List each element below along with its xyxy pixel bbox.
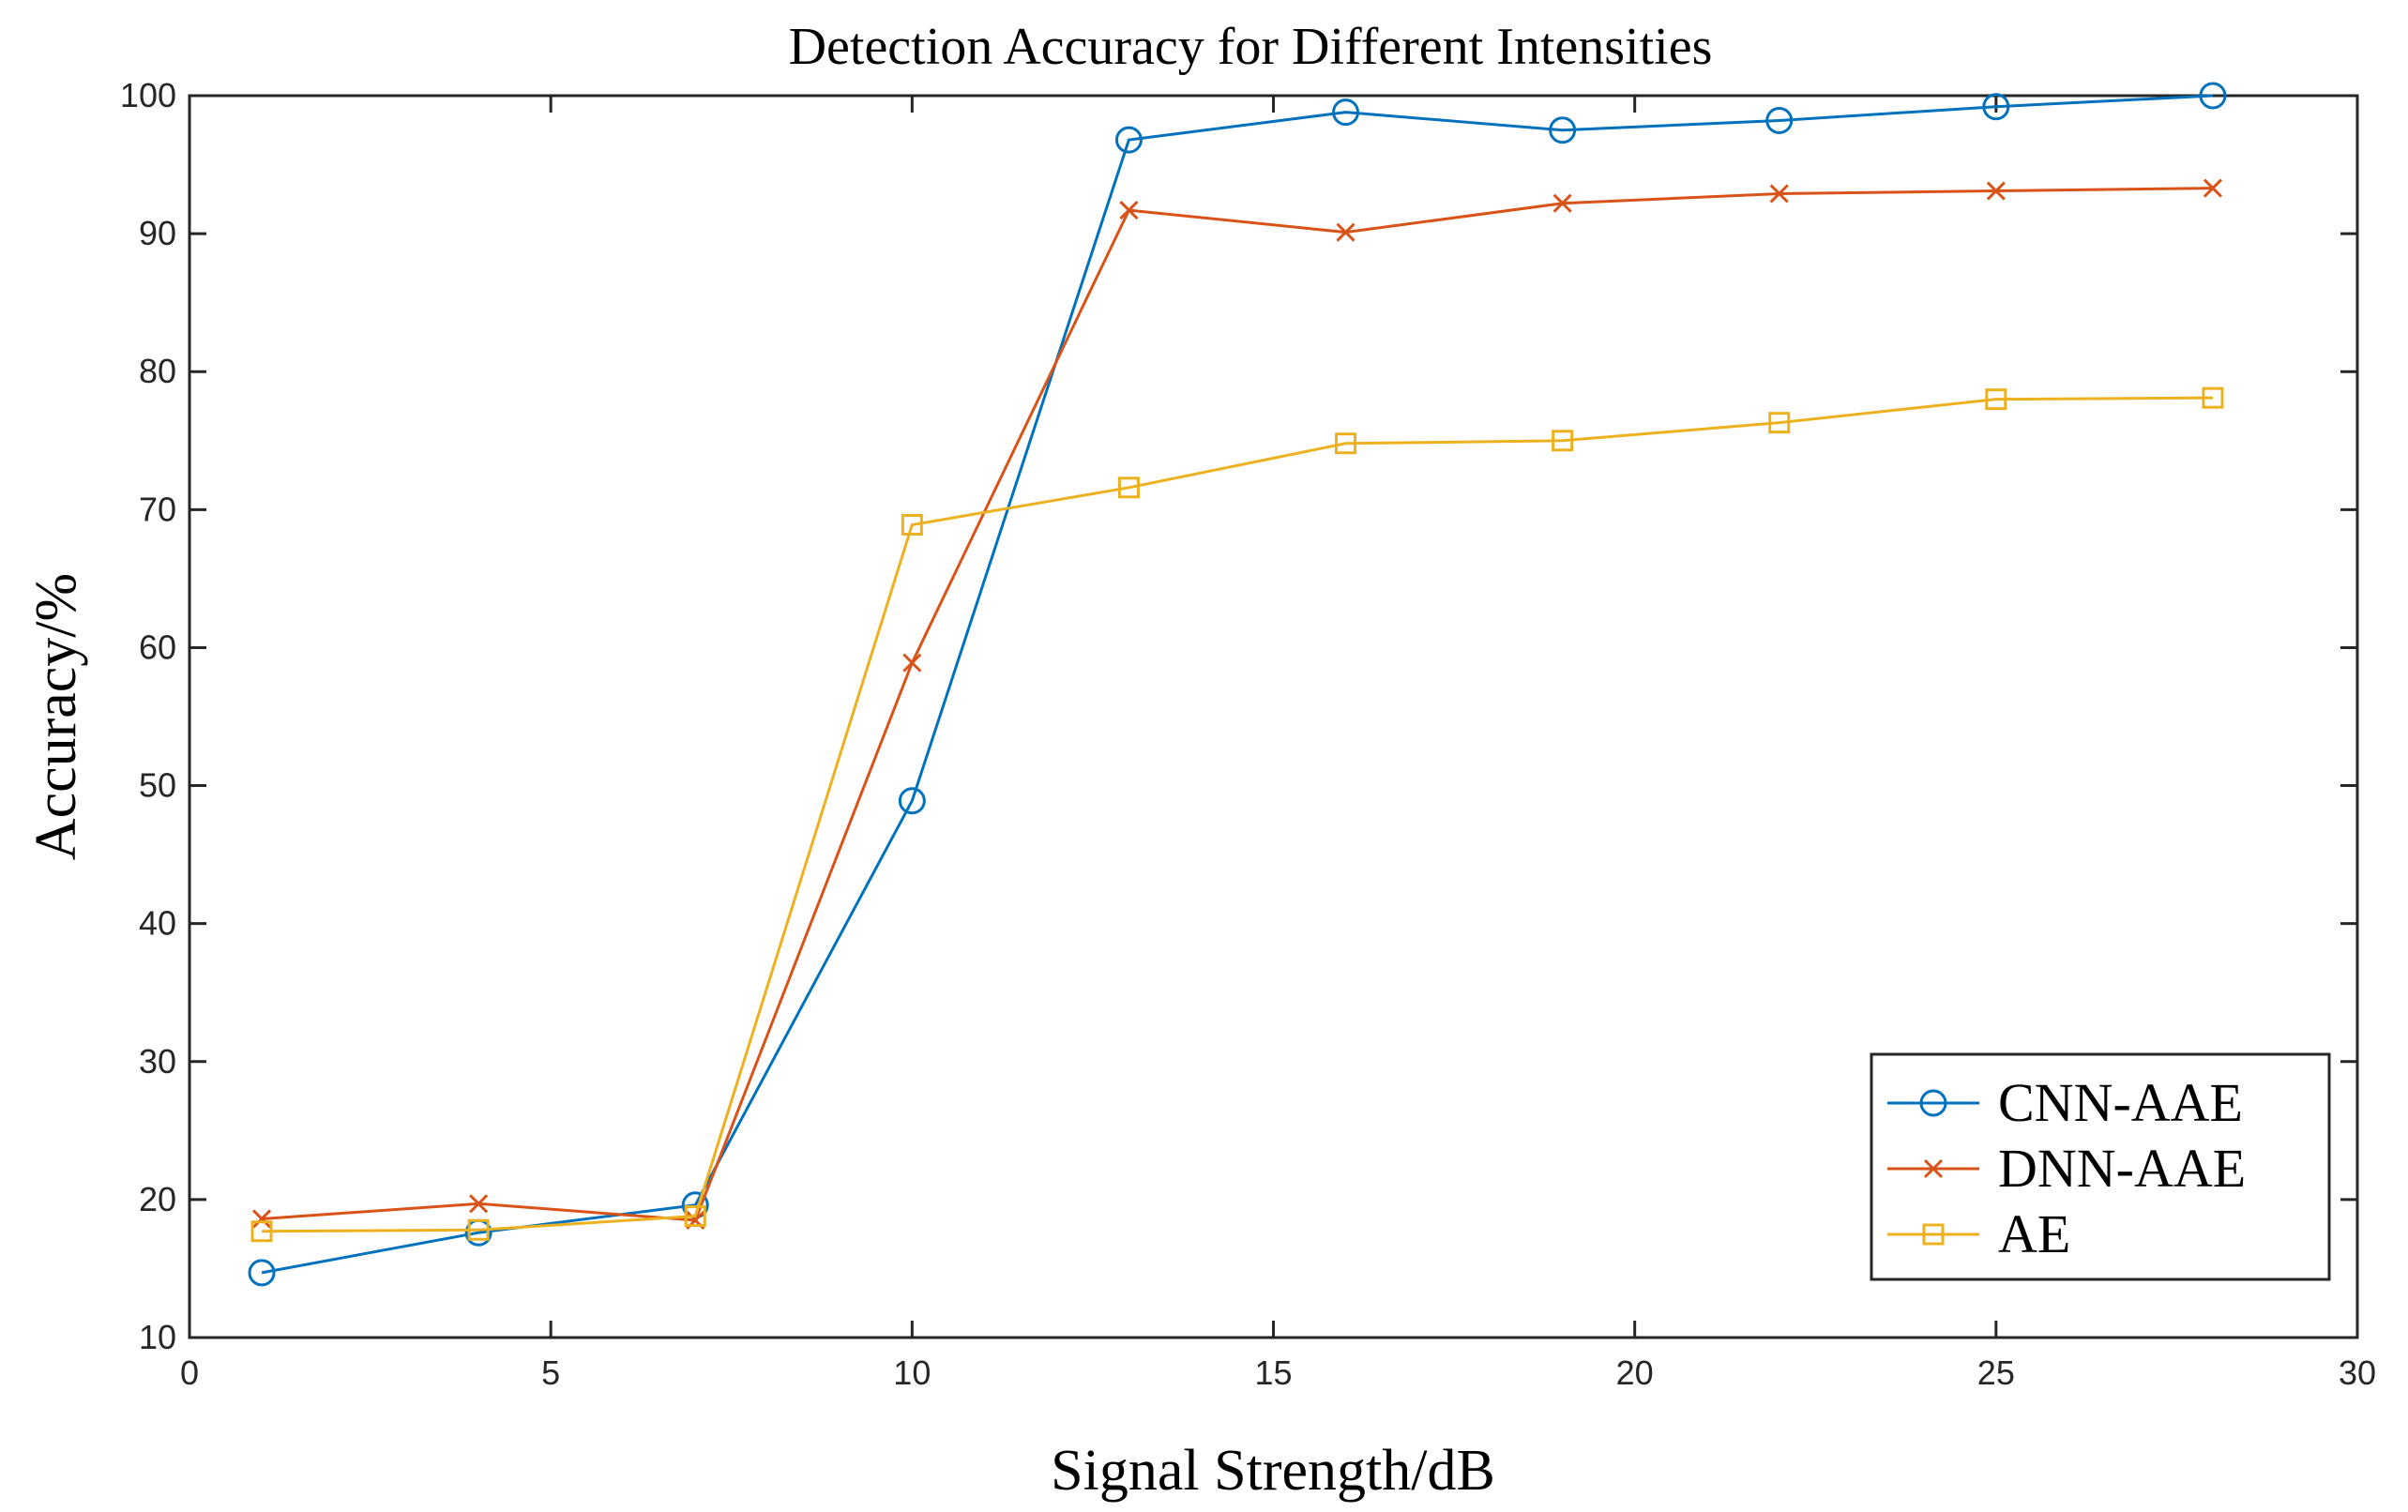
data-point-dnn-aae	[1336, 222, 1355, 242]
y-axis-label: Accuracy/%	[24, 573, 88, 860]
x-tick-label: 15	[1254, 1353, 1292, 1392]
x-tick-label: 25	[1977, 1353, 2015, 1392]
data-point-cnn-aae	[1982, 93, 2010, 121]
legend-box	[1870, 1052, 2331, 1281]
data-point-cnn-aae	[2199, 82, 2227, 110]
series-layer	[248, 82, 2227, 1287]
legend-label-ae: AE	[1998, 1203, 2070, 1264]
series-cnn-aae	[248, 82, 2227, 1287]
series-ae	[250, 386, 2224, 1243]
legend-marker-cnn-aae	[1919, 1089, 1947, 1117]
data-point-dnn-aae	[1769, 184, 1789, 204]
data-point-ae	[1335, 432, 1357, 455]
x-tick-label: 30	[2339, 1353, 2376, 1392]
x-tick-label: 0	[180, 1353, 199, 1392]
x-tick-label: 10	[893, 1353, 931, 1392]
data-point-ae	[1552, 430, 1574, 452]
data-point-ae	[467, 1218, 490, 1241]
legend-label-cnn-aae: CNN-AAE	[1998, 1072, 2243, 1133]
data-point-cnn-aae	[1114, 126, 1143, 154]
x-tick-label: 20	[1616, 1353, 1654, 1392]
data-point-cnn-aae	[248, 1259, 276, 1287]
y-tick-label: 10	[139, 1318, 176, 1356]
data-point-dnn-aae	[469, 1194, 489, 1214]
y-tick-label: 70	[139, 490, 176, 528]
y-tick-label: 100	[120, 76, 176, 114]
series-line-ae	[262, 396, 2213, 1233]
data-point-ae	[901, 514, 923, 537]
data-point-cnn-aae	[898, 787, 926, 815]
series-dnn-aae	[251, 178, 2222, 1231]
data-point-ae	[684, 1205, 706, 1228]
legend-marker-dnn-aae	[1923, 1158, 1944, 1179]
data-point-ae	[250, 1220, 273, 1243]
axis-ticks: 0 5 10 15 20 25 30 10 20 30 40 50 60 70 80 90 100	[120, 76, 2376, 1392]
data-point-dnn-aae	[1986, 181, 2006, 201]
legend-marker-ae	[1922, 1223, 1945, 1246]
y-tick-label: 20	[139, 1180, 176, 1218]
series-line-dnn-aae	[261, 187, 2213, 1222]
y-tick-label: 90	[139, 214, 176, 252]
data-point-cnn-aae	[1549, 116, 1577, 144]
y-tick-label: 30	[139, 1042, 176, 1081]
data-point-dnn-aae	[251, 1209, 272, 1229]
data-point-ae	[2202, 386, 2224, 409]
y-tick-label: 50	[139, 766, 176, 805]
series-line-cnn-aae	[261, 94, 2214, 1275]
data-point-ae	[1768, 412, 1791, 434]
chart-title: Detection Accuracy for Different Intensi…	[789, 18, 1713, 76]
data-point-dnn-aae	[902, 653, 922, 673]
data-point-cnn-aae	[1765, 106, 1794, 134]
x-tick-label: 5	[541, 1353, 560, 1392]
y-tick-label: 60	[139, 627, 176, 666]
data-point-dnn-aae	[2203, 178, 2222, 198]
data-point-cnn-aae	[1332, 98, 1360, 127]
legend-label-dnn-aae: DNN-AAE	[1998, 1138, 2246, 1199]
y-tick-label: 80	[139, 352, 176, 390]
data-point-ae	[1117, 476, 1140, 499]
x-axis-label: Signal Strength/dB	[1051, 1439, 1495, 1503]
data-point-ae	[1985, 388, 2007, 411]
data-point-dnn-aae	[1119, 201, 1139, 220]
y-tick-label: 40	[139, 904, 176, 943]
data-point-dnn-aae	[1552, 193, 1572, 213]
